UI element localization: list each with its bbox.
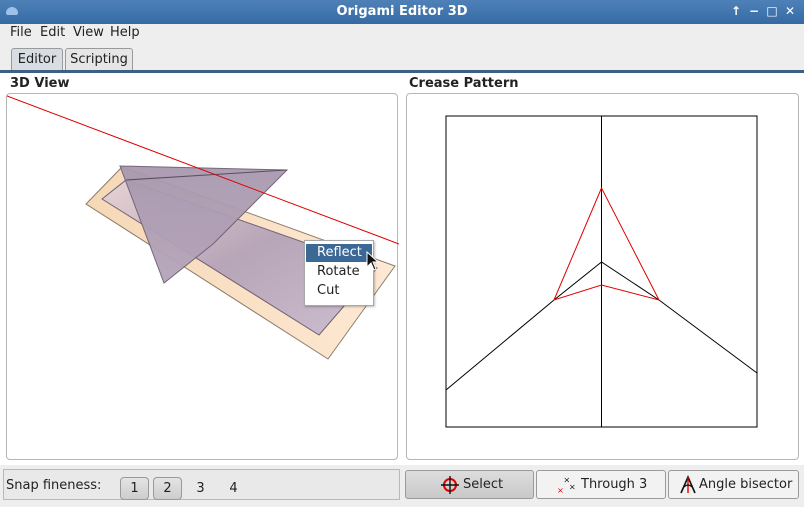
through-3-icon: × × × bbox=[557, 475, 576, 495]
angle-bisector-tool-label: Angle bisector bbox=[699, 477, 793, 492]
angle-bisector-tool-button[interactable]: Angle bisector bbox=[668, 470, 799, 499]
close-button[interactable]: ✕ bbox=[784, 4, 796, 18]
select-tool-label: Select bbox=[463, 477, 504, 492]
editor-content: 3D View Crease Pattern bbox=[0, 73, 804, 465]
crease-pattern-canvas[interactable] bbox=[406, 93, 799, 460]
crosshair-icon bbox=[441, 476, 459, 494]
mouse-cursor-icon bbox=[366, 251, 380, 271]
menu-bar: File Edit View Help bbox=[0, 24, 804, 44]
window-title: Origami Editor 3D bbox=[336, 4, 468, 19]
minimize-button[interactable]: − bbox=[748, 4, 760, 18]
snap-panel: Snap fineness: 1 2 3 4 bbox=[3, 469, 400, 500]
menu-file[interactable]: File bbox=[10, 25, 32, 40]
angle-bisector-icon bbox=[680, 475, 696, 494]
menu-edit[interactable]: Edit bbox=[40, 25, 66, 40]
tab-editor[interactable]: Editor bbox=[11, 48, 63, 71]
keep-above-button[interactable]: ↑ bbox=[730, 4, 742, 18]
svg-text:×: × bbox=[563, 475, 570, 484]
snap-option-3[interactable]: 3 bbox=[196, 481, 205, 496]
crease-pattern-title: Crease Pattern bbox=[409, 76, 519, 91]
maximize-button[interactable]: □ bbox=[766, 4, 778, 18]
select-tool-button[interactable]: Select bbox=[405, 470, 534, 499]
title-bar: Origami Editor 3D ↑ − □ ✕ bbox=[0, 0, 804, 24]
status-bar: Snap fineness: 1 2 3 4 Select × × × Thro… bbox=[0, 465, 804, 507]
tab-scripting[interactable]: Scripting bbox=[65, 48, 133, 71]
menu-reflect[interactable]: Reflect bbox=[306, 244, 372, 262]
snap-option-1[interactable]: 1 bbox=[120, 477, 149, 500]
context-menu: Reflect Rotate Cut bbox=[304, 240, 374, 306]
app-icon bbox=[6, 7, 18, 15]
menu-view[interactable]: View bbox=[73, 25, 104, 40]
menu-help[interactable]: Help bbox=[110, 25, 140, 40]
fold-line bbox=[7, 95, 399, 245]
view3d-title: 3D View bbox=[10, 76, 70, 91]
snap-option-4[interactable]: 4 bbox=[229, 481, 238, 496]
menu-rotate[interactable]: Rotate bbox=[317, 264, 360, 279]
through-3-tool-label: Through 3 bbox=[581, 477, 648, 492]
svg-text:×: × bbox=[569, 482, 576, 492]
menu-cut[interactable]: Cut bbox=[317, 283, 340, 298]
crease-pattern-drawing bbox=[445, 115, 758, 428]
snap-label: Snap fineness: bbox=[6, 478, 102, 493]
tab-bar: Editor Scripting bbox=[0, 44, 804, 71]
snap-option-2[interactable]: 2 bbox=[153, 477, 182, 500]
svg-text:×: × bbox=[557, 485, 564, 495]
tab-divider bbox=[0, 70, 804, 73]
red-crease-lines bbox=[553, 186, 660, 301]
through-3-tool-button[interactable]: × × × Through 3 bbox=[536, 470, 666, 499]
black-crease-lines bbox=[445, 261, 758, 391]
